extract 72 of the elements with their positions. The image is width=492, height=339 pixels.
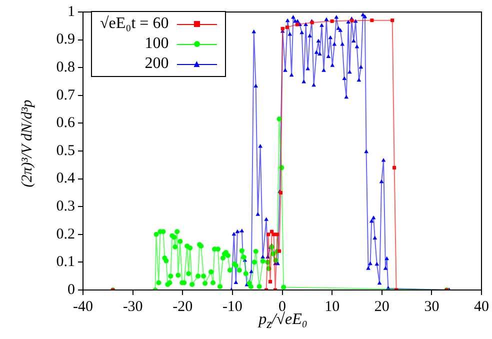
y-tick-label: 0.1	[56, 254, 75, 270]
point	[392, 166, 396, 170]
x-tick-label: 20	[374, 298, 390, 315]
point	[268, 280, 272, 284]
point	[285, 26, 289, 30]
point	[370, 18, 374, 22]
x-tick-label: 10	[324, 298, 340, 315]
point	[220, 256, 226, 261]
point	[252, 260, 257, 265]
point	[266, 266, 272, 272]
point	[276, 232, 280, 236]
point	[272, 232, 276, 236]
point	[186, 271, 192, 276]
point	[260, 258, 266, 264]
point	[277, 249, 282, 253]
y-axis-title: (2π)³/V dN/d³p	[20, 98, 36, 190]
y-tick-label: 1	[68, 4, 75, 20]
point	[174, 229, 180, 234]
point	[156, 280, 162, 286]
y-tick-label: 0	[68, 282, 75, 298]
y-tick-label: 0.5	[56, 142, 75, 159]
point	[188, 246, 193, 251]
x-tick-label: -30	[122, 298, 143, 315]
point	[279, 165, 284, 170]
point	[248, 284, 254, 290]
point	[280, 26, 284, 30]
x-axis-title: p$_{z}$/√eE₀	[258, 311, 308, 332]
point	[225, 253, 230, 258]
legend-label: √eE₀t = 60	[100, 14, 169, 34]
x-tick-label: 30	[424, 298, 440, 315]
point	[196, 274, 201, 279]
point	[281, 284, 286, 290]
point	[266, 232, 270, 236]
x-tick-label: -20	[172, 298, 193, 315]
point	[227, 268, 232, 273]
point	[176, 272, 181, 278]
point	[154, 232, 159, 237]
point	[164, 258, 169, 264]
point	[168, 274, 174, 279]
point	[210, 280, 216, 286]
point	[172, 244, 178, 250]
y-tick-label: 0.7	[56, 87, 76, 104]
point	[253, 248, 258, 254]
point	[273, 258, 278, 264]
y-tick-label: 0.8	[56, 60, 75, 76]
y-tick-label: 0.9	[56, 32, 75, 48]
x-tick-label: -10	[222, 298, 242, 315]
y-tick-label: 0.4	[56, 170, 76, 187]
point	[202, 280, 208, 286]
point	[178, 238, 183, 244]
point	[208, 269, 214, 274]
point	[256, 284, 262, 290]
point	[350, 18, 354, 22]
point	[270, 251, 276, 256]
point	[243, 271, 248, 276]
point	[236, 268, 242, 273]
x-tick-label: 40	[474, 298, 489, 315]
point	[190, 282, 195, 287]
point	[239, 248, 244, 254]
legend-label: 200	[144, 54, 169, 74]
point	[276, 116, 282, 122]
point	[295, 22, 299, 26]
y-tick-label: 0.3	[56, 198, 75, 215]
point	[217, 284, 222, 290]
legend-label: 100	[144, 34, 169, 54]
point	[330, 19, 334, 23]
point	[390, 18, 394, 22]
x-tick-label: -40	[73, 298, 93, 315]
point	[201, 274, 206, 279]
y-tick-label: 0.2	[56, 226, 75, 242]
y-tick-label: 0.6	[56, 115, 76, 132]
point	[265, 260, 270, 265]
